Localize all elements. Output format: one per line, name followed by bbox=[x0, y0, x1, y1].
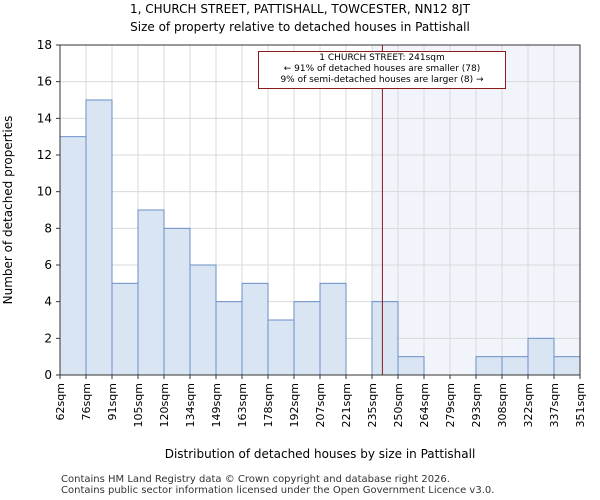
x-tick-label: 192sqm bbox=[288, 383, 301, 427]
histogram-bar bbox=[111, 282, 139, 376]
histogram-bar bbox=[553, 356, 581, 376]
histogram-bar bbox=[397, 356, 425, 376]
y-tick-label: 18 bbox=[37, 38, 52, 52]
y-tick-label: 16 bbox=[37, 75, 52, 89]
x-axis-label: Distribution of detached houses by size … bbox=[165, 447, 476, 461]
x-tick-label: 62sqm bbox=[54, 383, 67, 420]
histogram-bar bbox=[59, 136, 87, 376]
annotation-line-2: ← 91% of detached houses are smaller (78… bbox=[283, 64, 481, 74]
annotation-line-1: 1 CHURCH STREET: 241sqm bbox=[319, 53, 445, 63]
chart-title-line2: Size of property relative to detached ho… bbox=[130, 20, 470, 34]
x-tick-label: 250sqm bbox=[392, 383, 405, 427]
x-tick-label: 221sqm bbox=[340, 383, 353, 427]
y-tick-label: 6 bbox=[44, 258, 52, 272]
x-tick-label: 322sqm bbox=[522, 383, 535, 427]
histogram-bar bbox=[371, 301, 399, 376]
x-tick-label: 235sqm bbox=[366, 383, 379, 427]
y-tick-label: 0 bbox=[44, 368, 52, 382]
histogram-bar bbox=[475, 356, 503, 376]
histogram-bar bbox=[215, 301, 243, 376]
y-tick-label: 4 bbox=[44, 295, 52, 309]
y-tick-label: 8 bbox=[44, 221, 52, 235]
x-tick-label: 91sqm bbox=[106, 383, 119, 420]
histogram-bar bbox=[189, 264, 217, 376]
x-tick-label: 149sqm bbox=[210, 383, 223, 427]
x-tick-label: 279sqm bbox=[444, 383, 457, 427]
histogram-bar bbox=[241, 282, 269, 376]
histogram-bar bbox=[319, 282, 347, 376]
y-tick-label: 14 bbox=[37, 111, 52, 125]
footer-line-1: Contains HM Land Registry data © Crown c… bbox=[61, 474, 450, 485]
x-tick-label: 76sqm bbox=[80, 383, 93, 420]
x-tick-label: 293sqm bbox=[470, 383, 483, 427]
x-tick-label: 105sqm bbox=[132, 383, 145, 427]
x-tick-label: 134sqm bbox=[184, 383, 197, 427]
y-tick-label: 2 bbox=[44, 331, 52, 345]
y-tick-label: 12 bbox=[37, 148, 52, 162]
histogram-bar bbox=[527, 337, 555, 376]
histogram-bar bbox=[163, 227, 191, 376]
annotation-line-3: 9% of semi-detached houses are larger (8… bbox=[280, 75, 484, 85]
chart-title-line1: 1, CHURCH STREET, PATTISHALL, TOWCESTER,… bbox=[129, 2, 471, 16]
x-tick-label: 351sqm bbox=[574, 383, 587, 427]
y-axis-label: Number of detached properties bbox=[1, 116, 15, 305]
x-tick-label: 337sqm bbox=[548, 383, 561, 427]
histogram-bar bbox=[267, 319, 295, 376]
histogram-bar bbox=[501, 356, 529, 376]
subject-annotation: 1 CHURCH STREET: 241sqm ← 91% of detache… bbox=[258, 51, 506, 89]
histogram-bar bbox=[85, 99, 113, 376]
footer-line-2: Contains public sector information licen… bbox=[61, 485, 495, 496]
x-tick-label: 308sqm bbox=[496, 383, 509, 427]
x-tick-label: 120sqm bbox=[158, 383, 171, 427]
histogram-bar bbox=[293, 301, 321, 376]
x-tick-label: 207sqm bbox=[314, 383, 327, 427]
x-tick-label: 264sqm bbox=[418, 383, 431, 427]
x-tick-label: 163sqm bbox=[236, 383, 249, 427]
histogram-bar bbox=[137, 209, 165, 376]
x-tick-label: 178sqm bbox=[262, 383, 275, 427]
y-tick-label: 10 bbox=[37, 185, 52, 199]
